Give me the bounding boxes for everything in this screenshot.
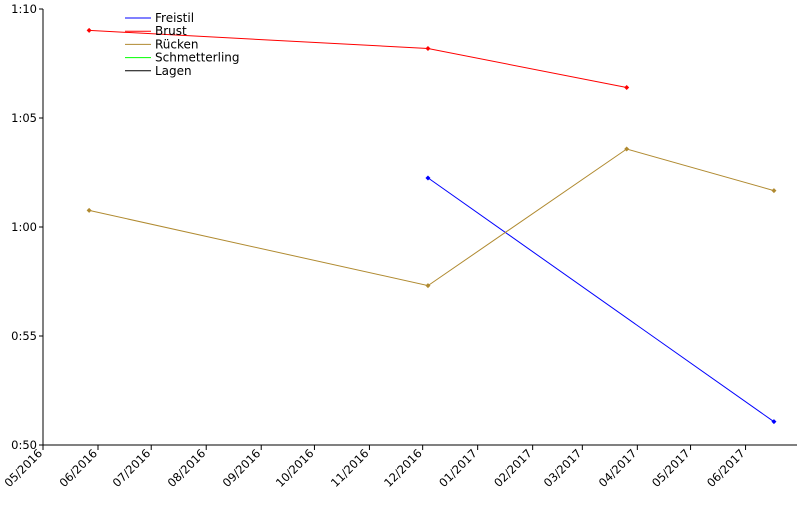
- y-tick-label: 1:05: [11, 111, 37, 125]
- y-axis-ticks: 0:50 0:55 1:00 1:05 1:10: [11, 2, 43, 452]
- y-tick-label: 0:50: [11, 438, 37, 452]
- x-tick-label: 04/2017: [596, 446, 640, 490]
- data-point-rücken: [425, 283, 431, 289]
- legend-label: Brust: [155, 24, 187, 38]
- x-tick-label: 03/2017: [541, 446, 585, 490]
- series-line-freistil: [427, 177, 775, 423]
- x-tick-label: 07/2016: [110, 446, 154, 490]
- y-tick-label: 1:10: [11, 2, 37, 16]
- data-point-brust: [425, 45, 431, 51]
- data-point-brust: [624, 84, 630, 90]
- x-tick-label: 06/2016: [56, 446, 100, 490]
- legend-label: Rücken: [155, 37, 199, 51]
- series-layer: [86, 27, 777, 425]
- x-tick-label: 05/2016: [1, 446, 45, 490]
- series-line-rücken: [88, 148, 775, 287]
- x-tick-label: 09/2016: [220, 446, 264, 490]
- legend-label: Lagen: [155, 64, 192, 78]
- legend-label: Schmetterling: [155, 51, 240, 65]
- data-point-rücken: [624, 146, 630, 152]
- x-tick-label: 05/2017: [649, 446, 693, 490]
- data-point-rücken: [86, 207, 92, 213]
- y-tick-label: 1:00: [11, 220, 37, 234]
- x-axis-ticks: 05/2016 06/2016 07/2016 08/2016 09/2016 10/20…: [1, 445, 748, 490]
- x-tick-label: 08/2016: [165, 446, 209, 490]
- data-point-freistil: [425, 175, 431, 181]
- data-point-rücken: [771, 188, 777, 194]
- x-tick-label: 01/2017: [436, 446, 480, 490]
- legend-label: Freistil: [155, 11, 194, 25]
- y-tick-label: 0:55: [11, 329, 37, 343]
- x-tick-label: 02/2017: [491, 446, 535, 490]
- x-tick-label: 06/2017: [704, 446, 748, 490]
- data-point-freistil: [771, 419, 777, 425]
- x-tick-label: 11/2016: [328, 446, 372, 490]
- x-tick-label: 10/2016: [273, 446, 317, 490]
- x-tick-label: 12/2016: [381, 446, 425, 490]
- data-point-brust: [86, 27, 92, 33]
